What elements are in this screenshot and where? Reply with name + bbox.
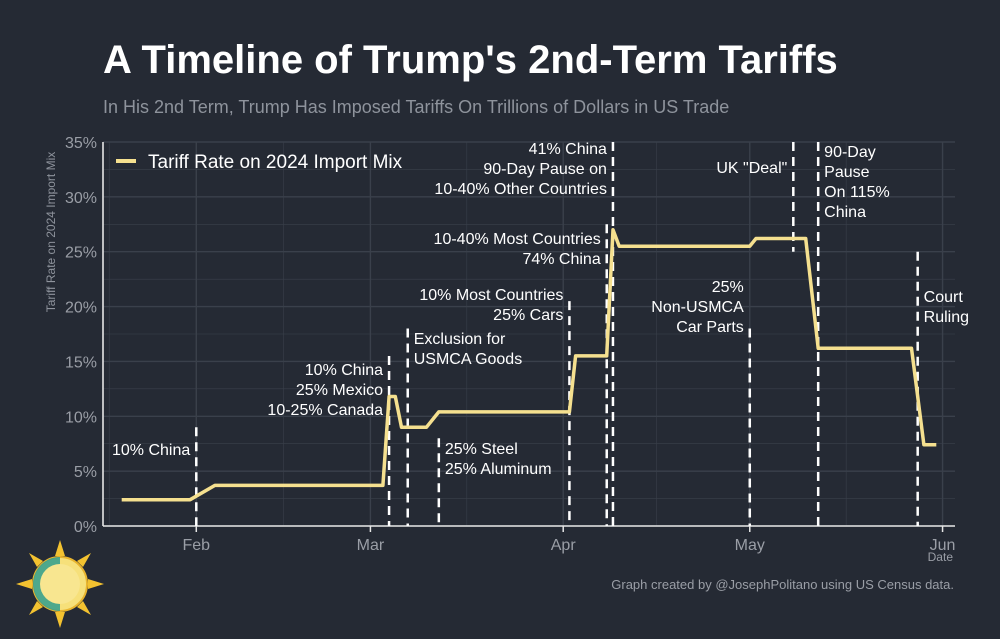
y-tick-label: 25% (65, 245, 97, 262)
y-tick-label: 0% (74, 519, 97, 536)
event-label: 10% Most Countries 25% Cars (419, 287, 563, 324)
event-label: Exclusion for USMCA Goods (414, 331, 522, 368)
chart-title: A Timeline of Trump's 2nd-Term Tariffs (103, 38, 838, 82)
x-tick-label: Jun (930, 537, 956, 554)
y-tick-label: 30% (65, 190, 97, 207)
event-label: UK "Deal" (716, 160, 787, 177)
event-label: 10% China 25% Mexico 10-25% Canada (267, 362, 383, 419)
event-label: 90-Day Pause On 115% China (824, 144, 890, 221)
y-tick-label: 10% (65, 409, 97, 426)
x-axis-label: Date (928, 550, 954, 564)
x-tick-label: May (735, 537, 765, 554)
event-label: 25% Steel 25% Aluminum (445, 441, 552, 478)
event-label: 41% China 90-Day Pause on 10-40% Other Cou… (434, 141, 607, 198)
y-tick-label: 15% (65, 354, 97, 371)
tariff-rate-line (121, 228, 937, 502)
event-label: 10% China (112, 442, 190, 459)
event-label: 10-40% Most Countries 74% China (434, 231, 601, 268)
event-label: 25% Non-USMCA Car Parts (651, 279, 744, 336)
y-tick-label: 35% (65, 135, 97, 152)
x-tick-label: Mar (357, 537, 385, 554)
y-tick-label: 5% (74, 464, 97, 481)
x-tick-label: Feb (182, 537, 210, 554)
sun-logo-icon (16, 540, 104, 628)
y-tick-label: 20% (65, 300, 97, 317)
event-label: Court Ruling (924, 289, 969, 326)
source-credit: Graph created by @JosephPolitano using U… (611, 577, 954, 592)
legend-label: Tariff Rate on 2024 Import Mix (148, 152, 403, 173)
y-axis-label: Tariff Rate on 2024 Import Mix (44, 152, 58, 313)
x-tick-label: Apr (551, 537, 577, 554)
chart-subtitle: In His 2nd Term, Trump Has Imposed Tarif… (103, 97, 730, 117)
